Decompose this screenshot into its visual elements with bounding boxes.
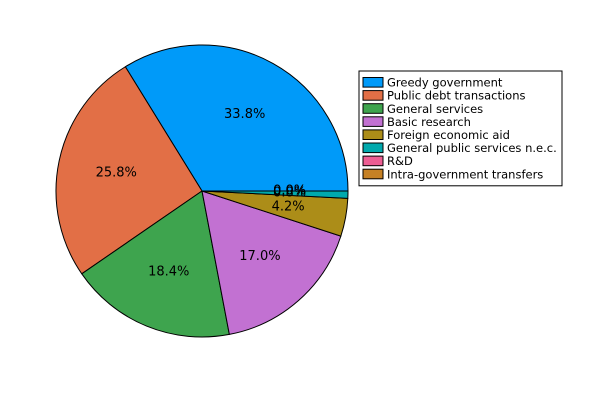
pie-slice-greedy-government — [124, 44, 349, 192]
legend-swatch-general-services — [362, 103, 384, 114]
legend-swatch-intra-government-transfers — [362, 168, 384, 180]
legend-swatch-foreign-economic-aid — [362, 129, 384, 140]
legend-swatch-basic-research — [362, 116, 384, 127]
legend-label-greedy-government: Greedy government — [387, 76, 503, 90]
legend-swatch-public-debt-transactions — [362, 90, 384, 101]
pie-slice-basic-research — [201, 190, 342, 335]
legend-swatch-greedy-government — [362, 77, 384, 88]
pie-label-intra-government-transfers: 0.0% — [273, 184, 306, 199]
pie-label-foreign-economic-aid: 4.2% — [272, 199, 305, 214]
pie-label-randd: 0.0% — [273, 184, 306, 199]
legend-label-foreign-economic-aid: Foreign economic aid — [387, 128, 510, 142]
legend-label-general-public-services-n-e-c: General public services n.e.c. — [387, 141, 557, 155]
pie-slice-public-debt-transactions — [55, 66, 203, 275]
legend-label-general-services: General services — [387, 102, 483, 116]
legend-label-randd: R&D — [387, 154, 413, 168]
pie-percent-labels: 33.8%25.8%18.4%17.0%4.2%0.8%0.0%0.0% — [96, 107, 306, 280]
legend-label-intra-government-transfers: Intra-government transfers — [387, 167, 543, 181]
pie-label-greedy-government: 33.8% — [224, 107, 265, 122]
legend-label-public-debt-transactions: Public debt transactions — [387, 89, 525, 103]
pie-label-general-public-services-n-e-c: 0.8% — [273, 186, 306, 201]
legend-swatch-general-public-services-n-e-c — [362, 142, 384, 154]
legend-label-basic-research: Basic research — [387, 115, 471, 129]
legend-frame — [358, 70, 563, 187]
pie-label-public-debt-transactions: 25.8% — [96, 165, 137, 180]
pie-label-basic-research: 17.0% — [239, 249, 280, 264]
pie-label-general-services: 18.4% — [148, 265, 189, 280]
pie-slices — [55, 44, 349, 338]
legend-swatch-randd — [362, 155, 384, 167]
pie-slice-general-services — [81, 190, 230, 338]
